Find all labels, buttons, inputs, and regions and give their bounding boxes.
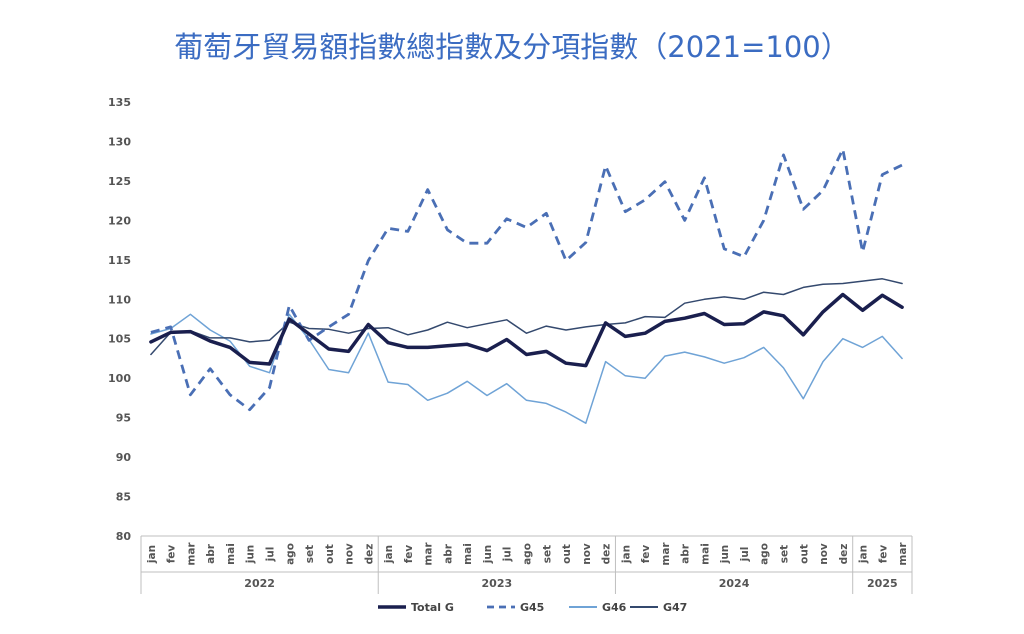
y-tick-label: 120 <box>108 214 131 227</box>
legend-label-g46: G46 <box>602 601 627 614</box>
x-tick-label: set <box>304 545 316 563</box>
x-tick-label: out <box>324 544 336 564</box>
x-tick-label: abr <box>680 543 692 564</box>
y-tick-label: 80 <box>116 530 132 543</box>
x-tick-label: fev <box>640 545 652 564</box>
x-tick-label: dez <box>363 544 375 565</box>
series-line-g47 <box>150 278 903 356</box>
x-tick-label: ago <box>522 543 534 565</box>
x-tick-label: fev <box>166 545 178 564</box>
x-tick-label: mai <box>699 543 711 565</box>
legend-label-total-g: Total G <box>411 601 454 614</box>
y-tick-label: 105 <box>108 333 131 346</box>
x-tick-label: fev <box>403 545 415 564</box>
y-tick-label: 125 <box>108 175 131 188</box>
series-line-g46 <box>150 313 903 424</box>
y-tick-label: 95 <box>116 412 131 425</box>
y-tick-label: 115 <box>108 254 131 267</box>
y-tick-label: 85 <box>116 491 131 504</box>
y-tick-label: 130 <box>108 135 131 148</box>
x-tick-label: nov <box>581 543 593 565</box>
x-tick-label: jan <box>620 545 632 564</box>
x-tick-label: dez <box>601 544 613 565</box>
legend: Total G G45 G46 G47 <box>378 601 687 614</box>
series-line-total-g <box>149 292 904 368</box>
x-tick-label: mar <box>897 542 909 566</box>
y-tick-label: 135 <box>108 96 131 109</box>
x-tick-label: mar <box>423 542 435 566</box>
x-tick-label: jul <box>265 547 277 563</box>
x-tick-label: ago <box>284 543 296 565</box>
legend-label-g45: G45 <box>520 601 544 614</box>
x-tick-label: set <box>779 545 791 563</box>
x-tick-label: mai <box>462 543 474 565</box>
series-layer <box>149 147 904 424</box>
x-tick-label: jul <box>502 547 514 563</box>
x-tick-label: abr <box>205 543 217 564</box>
year-label: 2023 <box>482 577 513 590</box>
x-axis: jan fev mar abr mai jun jul ago set out nov dez jan f… <box>140 535 913 594</box>
legend-label-g47: G47 <box>663 601 687 614</box>
y-tick-label: 90 <box>116 451 132 464</box>
x-tick-label: out <box>561 544 573 564</box>
y-axis: 80 85 90 95 100 105 110 115 120 125 130 135 <box>108 96 131 543</box>
x-tick-label: mai <box>225 543 237 565</box>
x-tick-label: abr <box>442 543 454 564</box>
x-tick-label: mar <box>660 542 672 566</box>
year-label: 2024 <box>719 577 750 590</box>
year-label: 2022 <box>244 577 275 590</box>
x-tick-label: jan <box>383 545 395 564</box>
x-tick-label: out <box>798 544 810 564</box>
x-tick-label: mar <box>185 542 197 566</box>
y-tick-label: 100 <box>108 372 131 385</box>
x-tick-label: jan <box>146 545 158 564</box>
x-tick-label: ago <box>759 543 771 565</box>
x-tick-label: jul <box>739 547 751 563</box>
x-tick-label: jun <box>482 545 494 565</box>
x-tick-label: jun <box>245 545 257 565</box>
y-tick-label: 110 <box>108 293 131 306</box>
year-label: 2025 <box>867 577 898 590</box>
x-tick-label: jun <box>719 545 731 565</box>
x-tick-label: nov <box>344 543 356 565</box>
x-tick-label: set <box>541 545 553 563</box>
x-tick-label: nov <box>818 543 830 565</box>
x-tick-label: fev <box>877 545 889 564</box>
x-tick-label: dez <box>838 544 850 565</box>
x-tick-label: jan <box>858 545 870 564</box>
chart-title: 葡萄牙貿易額指數總指數及分項指數（2021=100） <box>174 30 849 64</box>
